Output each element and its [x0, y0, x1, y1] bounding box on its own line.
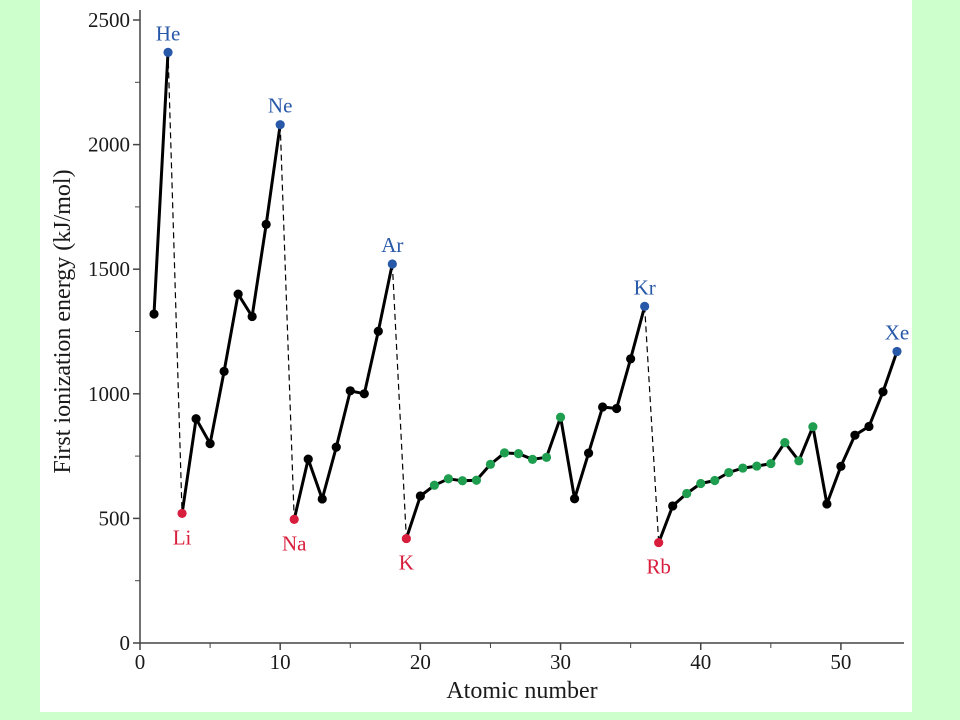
data-point-z44: [752, 461, 762, 471]
y-tick-label: 0: [120, 631, 131, 655]
data-point-z7: [233, 289, 243, 299]
data-point-z49: [822, 499, 832, 509]
dashed-drop-group: [167, 52, 660, 543]
data-point-z17: [373, 326, 383, 336]
series-line-segment: [180, 123, 282, 515]
element-label-rb: Rb: [646, 555, 671, 579]
data-point-z19: [401, 533, 411, 544]
data-point-z34: [612, 403, 622, 414]
series-line-segment: [657, 349, 899, 545]
element-label-group: He Ne Ar Kr Xe Li Na K Rb: [156, 21, 909, 578]
data-point-z8: [247, 311, 257, 322]
data-point-z11: [289, 514, 299, 524]
series-line-segment: [152, 50, 170, 316]
data-point-z46: [780, 438, 790, 448]
data-point-z3: [177, 508, 187, 519]
data-point-group: [149, 47, 902, 548]
data-point-z25: [485, 459, 496, 469]
data-point-z30: [555, 412, 566, 422]
data-point-z51: [850, 430, 860, 440]
data-point-z39: [682, 488, 692, 499]
series-line-segment: [404, 304, 647, 541]
data-point-z14: [331, 442, 341, 452]
element-label-li: Li: [173, 525, 192, 549]
data-point-z54: [892, 346, 902, 357]
data-point-z9: [261, 219, 271, 229]
data-point-z31: [569, 494, 580, 504]
data-point-z1: [149, 309, 159, 319]
data-point-z29: [541, 452, 552, 462]
y-tick-label: 1500: [88, 257, 130, 281]
axes-group: [139, 10, 904, 644]
data-point-z16: [359, 389, 369, 399]
data-point-z10: [275, 120, 285, 130]
element-label-xe: Xe: [885, 320, 910, 344]
data-point-z20: [415, 491, 425, 501]
data-point-z50: [836, 461, 846, 471]
y-tick-label: 2500: [88, 8, 130, 32]
x-tick-label: 10: [270, 650, 291, 674]
x-axis-label: Atomic number: [446, 678, 597, 704]
data-point-z47: [794, 456, 804, 466]
data-point-z24: [471, 475, 482, 485]
data-point-z23: [457, 476, 468, 486]
x-tick-label: 50: [830, 650, 851, 674]
data-point-z5: [205, 439, 215, 449]
dashed-drop-line: [167, 52, 183, 514]
data-point-z43: [738, 463, 748, 473]
data-point-z6: [219, 366, 229, 376]
data-point-z28: [527, 454, 538, 464]
x-tick-label: 0: [135, 650, 146, 674]
element-label-he: He: [156, 21, 181, 45]
element-label-kr: Kr: [634, 275, 656, 299]
dashed-drop-line: [644, 306, 660, 543]
data-point-z33: [598, 402, 608, 412]
series-line-segment: [292, 262, 394, 521]
x-tick-label: 40: [690, 650, 711, 674]
data-point-z42: [724, 467, 734, 478]
data-point-z36: [640, 301, 650, 311]
element-label-ar: Ar: [381, 233, 403, 257]
data-point-z37: [654, 537, 664, 548]
data-point-z35: [626, 354, 636, 364]
data-point-z18: [387, 259, 397, 269]
x-tick-label: 30: [550, 650, 571, 674]
series-line-group: [152, 50, 899, 545]
data-point-z21: [429, 480, 439, 490]
y-tick-label: 2000: [88, 133, 130, 157]
data-point-z15: [345, 386, 355, 396]
data-point-z48: [808, 422, 818, 432]
data-point-z32: [583, 448, 594, 458]
data-point-z45: [766, 458, 776, 469]
data-point-z2: [163, 47, 173, 57]
element-label-na: Na: [282, 531, 307, 555]
data-point-z4: [191, 414, 201, 424]
x-tick-label: 20: [410, 650, 431, 674]
dashed-drop-line: [391, 263, 407, 539]
data-point-z41: [710, 475, 720, 486]
data-point-z27: [513, 449, 524, 459]
y-axis-label: First ionization energy (kJ/mol): [50, 169, 76, 473]
y-tick-label: 500: [99, 506, 131, 530]
element-label-k: K: [399, 551, 414, 575]
data-point-z40: [696, 478, 706, 489]
data-point-z38: [668, 501, 678, 511]
tick-group: 0 500 1000 1500 2000 2500 0 10 20 30 40 50: [88, 8, 851, 674]
data-point-z22: [443, 474, 454, 484]
data-point-z26: [499, 448, 510, 458]
y-tick-label: 1000: [88, 382, 130, 406]
data-point-z13: [317, 494, 327, 504]
dashed-drop-line: [279, 124, 295, 520]
data-point-z12: [303, 454, 313, 464]
data-point-z53: [878, 387, 888, 397]
data-point-z52: [864, 421, 874, 432]
element-label-ne: Ne: [268, 94, 293, 118]
chart-panel: [40, 0, 912, 712]
